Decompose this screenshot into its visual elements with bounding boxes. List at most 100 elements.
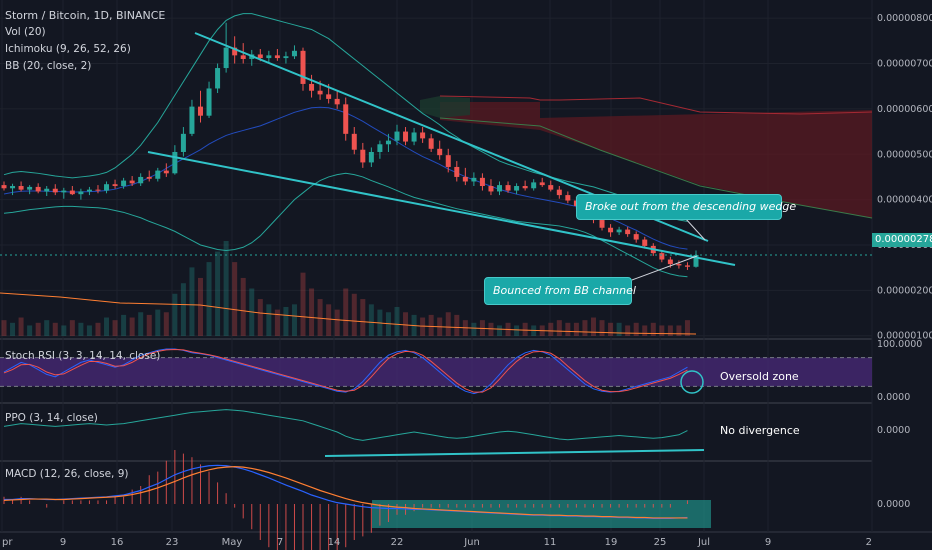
macd-highlight-box	[372, 500, 711, 528]
volume-bar	[69, 320, 75, 336]
volume-bar	[121, 314, 127, 336]
price-tick-label: 0.00000800	[877, 13, 932, 24]
candle-body	[95, 189, 101, 191]
candle-body	[163, 170, 169, 174]
volume-bar	[240, 277, 246, 336]
time-tick-label: 9	[765, 537, 771, 548]
volume-bar	[556, 320, 562, 336]
candle-body	[445, 155, 451, 167]
price-tick-label: 0.00000700	[877, 59, 932, 70]
symbol-title: Storm / Bitcoin, 1D, BINANCE	[5, 9, 166, 22]
stoch-rsi-band	[0, 357, 872, 387]
candle-body	[155, 170, 161, 179]
candle-body	[309, 83, 315, 91]
volume-bar	[326, 304, 332, 336]
volume-bar	[86, 325, 92, 336]
time-tick-label: pr	[2, 537, 13, 548]
indicator-ichimoku[interactable]: Ichimoku (9, 26, 52, 26)	[5, 43, 131, 55]
stoch-tick-label: 0.0000	[877, 392, 910, 403]
candle-body	[633, 234, 639, 240]
volume-bar	[659, 325, 665, 336]
macd-title[interactable]: MACD (12, 26, close, 9)	[5, 468, 129, 480]
price-tick-label: 0.00000600	[877, 104, 932, 115]
candle-body	[411, 132, 417, 142]
ichimoku-span-b	[439, 95, 873, 115]
candle-body	[684, 265, 690, 267]
volume-bar	[650, 322, 656, 336]
candle-body	[44, 188, 50, 192]
candle-body	[514, 186, 520, 191]
volume-bar	[343, 288, 349, 336]
bounce-pointer	[631, 255, 698, 281]
volume-bar	[172, 293, 178, 336]
time-tick-label: 16	[111, 537, 124, 548]
volume-bar	[291, 304, 297, 336]
time-tick-label: 11	[544, 537, 557, 548]
ppo-line	[3, 409, 688, 441]
current-price-tag: 0.00000278	[872, 233, 932, 247]
candle-body	[232, 47, 238, 56]
volume-bar	[155, 309, 161, 336]
price-tick-label: 0.00000100	[877, 331, 932, 342]
candle-body	[437, 148, 443, 156]
indicator-bb[interactable]: BB (20, close, 2)	[5, 60, 92, 72]
candle-body	[522, 186, 528, 189]
candle-body	[642, 239, 648, 246]
volume-bar	[232, 262, 238, 336]
candle-body	[479, 177, 485, 187]
candle-body	[497, 185, 503, 192]
price-tick-label: 0.00000500	[877, 149, 932, 160]
volume-bar	[52, 322, 58, 336]
volume-bar	[684, 320, 690, 336]
macd-tick-label: 0.0000	[877, 499, 910, 510]
volume-bar	[104, 317, 110, 336]
volume-bar	[667, 325, 673, 336]
candle-body	[215, 68, 221, 89]
time-tick-label: May	[222, 537, 243, 548]
candle-body	[548, 185, 554, 190]
volume-bar	[27, 325, 33, 336]
candle-body	[10, 186, 16, 189]
volume-bar	[129, 317, 135, 336]
candle-body	[283, 56, 289, 59]
indicator-vol[interactable]: Vol (20)	[5, 26, 46, 38]
oversold-note[interactable]: Oversold zone	[720, 370, 799, 383]
volume-bar	[146, 314, 152, 336]
volume-bar	[274, 309, 280, 336]
volume-bar	[497, 325, 503, 336]
wedge-breakout-callout[interactable]: Broke out from the descending wedge	[576, 194, 796, 220]
volume-bar	[1, 320, 7, 336]
volume-bar	[283, 306, 289, 336]
volume-bar	[206, 262, 212, 336]
candle-body	[138, 176, 144, 184]
volume-bar	[351, 293, 357, 336]
volume-bar	[18, 317, 24, 336]
volume-bar	[138, 312, 144, 336]
ppo-trendline	[324, 449, 705, 457]
candle-body	[326, 94, 332, 99]
macd-signal-line	[3, 466, 688, 519]
volume-bar	[514, 325, 520, 336]
candle-body	[385, 140, 391, 145]
candle-body	[428, 138, 434, 149]
ppo-tick-label: 0.0000	[877, 425, 910, 436]
candle-body	[317, 90, 323, 95]
candle-body	[334, 98, 340, 105]
volume-bar	[590, 317, 596, 336]
volume-bar	[608, 322, 614, 336]
time-tick-label: 9	[60, 537, 66, 548]
candle-body	[206, 88, 212, 116]
stoch-rsi-title[interactable]: Stoch RSI (3, 3, 14, 14, close)	[5, 350, 161, 362]
candle-body	[505, 185, 511, 191]
bb-bounce-callout[interactable]: Bounced from BB channel	[484, 277, 636, 305]
candle-body	[61, 190, 67, 193]
bb-upper-band	[3, 13, 688, 222]
volume-bar	[565, 322, 571, 336]
candle-body	[539, 182, 545, 186]
candle-body	[69, 190, 75, 195]
volume-bar	[394, 306, 400, 336]
ppo-title[interactable]: PPO (3, 14, close)	[5, 412, 98, 424]
no-divergence-note[interactable]: No divergence	[720, 424, 800, 437]
candle-body	[112, 184, 118, 187]
